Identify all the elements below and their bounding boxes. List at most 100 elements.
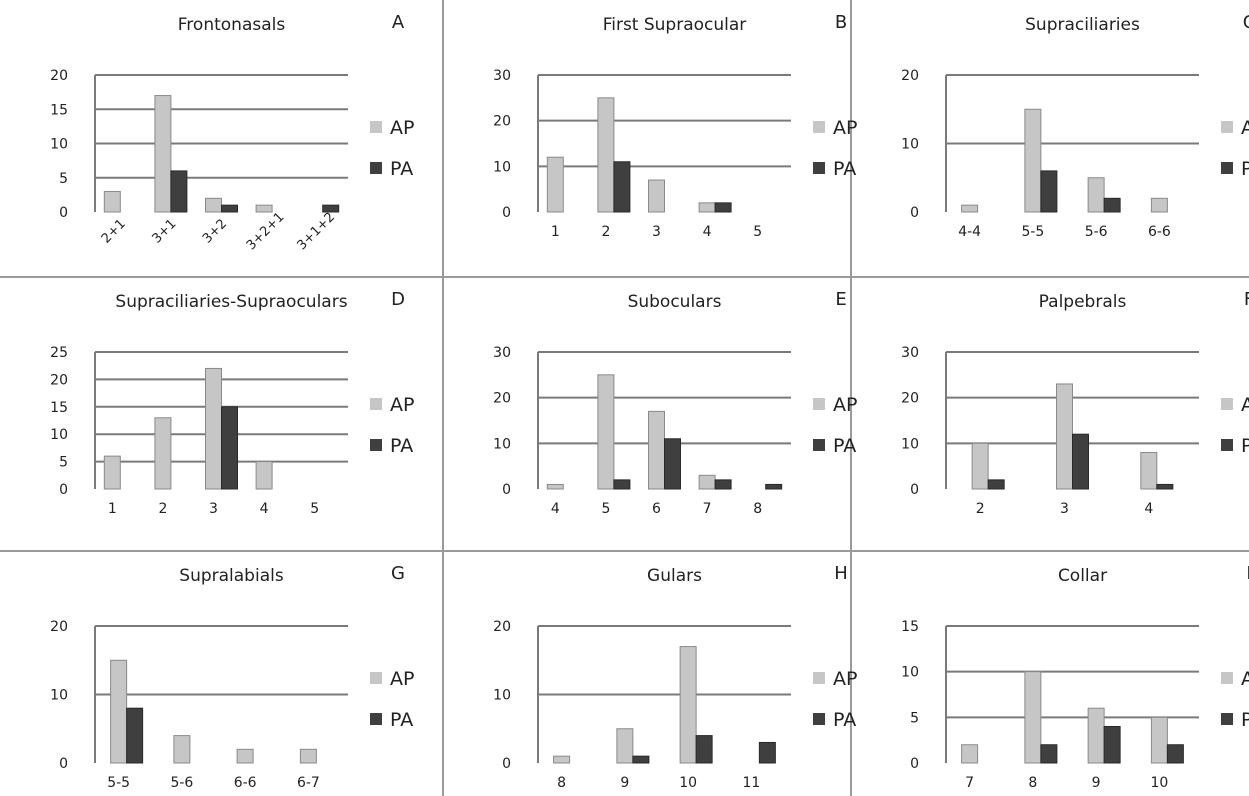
y-tick-label: 10 [901, 665, 919, 681]
bar-pa-5-5 [126, 707, 144, 764]
bar-pa-9 [632, 755, 650, 764]
x-tick-label: 8 [1028, 775, 1037, 791]
x-tick-label: 3+1+2 [294, 210, 338, 254]
x-tick-label: 10 [679, 775, 697, 791]
x-tick-label: 3 [652, 224, 661, 240]
chart-title: Frontonasals [178, 15, 286, 35]
bar-ap-10 [1150, 716, 1168, 764]
x-tick-label: 9 [1092, 775, 1101, 791]
bar-pa-5-5 [1040, 170, 1058, 213]
y-tick-label: 10 [493, 436, 511, 452]
chart-title: Supraciliaries-Supraoculars [115, 292, 347, 312]
panel-letter: I [1246, 563, 1249, 584]
legend-label-ap: AP [390, 117, 414, 139]
x-tick-label: 5-5 [107, 775, 130, 791]
legend-swatch-ap [370, 121, 382, 133]
chart-panel-f: Palpebrals F 0 10 20 30 2 3 4 AP PA [901, 289, 1249, 517]
bar-ap-3+1 [154, 95, 172, 213]
y-tick-label: 20 [493, 391, 511, 407]
bar-ap-5-5 [110, 659, 128, 764]
bar-pa-3+2 [221, 204, 238, 213]
bar-pa-10 [695, 735, 713, 764]
bar-pa-8 [765, 483, 783, 490]
legend-label-ap: AP [390, 668, 414, 690]
y-tick-label: 5 [59, 455, 68, 471]
legend-swatch-pa [370, 162, 382, 174]
bar-pa-6 [664, 438, 681, 490]
y-tick-label: 20 [50, 372, 68, 388]
bar-pa-3+1+2 [322, 204, 340, 213]
bar-pa-11 [758, 741, 776, 764]
bar-ap-3 [648, 179, 665, 213]
legend-swatch-pa [813, 162, 825, 174]
chart-title: Gulars [647, 566, 702, 586]
legend-swatch-pa [1221, 162, 1233, 174]
bar-ap-6-7 [299, 748, 317, 764]
x-tick-label: 7 [703, 501, 712, 517]
legend-swatch-ap [1221, 121, 1233, 133]
x-tick-label: 8 [753, 501, 762, 517]
panel-letter: G [391, 563, 405, 584]
bar-ap-7 [698, 474, 716, 490]
legend-label-pa: PA [390, 709, 413, 731]
bar-ap-9 [616, 728, 634, 764]
x-tick-label: 5-5 [1021, 224, 1044, 240]
bar-ap-5 [597, 374, 615, 490]
x-tick-label: 2 [158, 501, 167, 517]
legend-swatch-pa [813, 439, 825, 451]
chart-panel-a: Frontonasals A 0 5 10 15 20 2+1 3+1 3+2 3+2+1 3+1+2… [50, 12, 414, 253]
y-tick-label: 20 [901, 68, 919, 84]
bar-ap-10 [679, 646, 697, 764]
legend-label-pa: PA [390, 435, 413, 457]
x-tick-label: 9 [620, 775, 629, 791]
chart-title: Supralabials [179, 566, 284, 586]
y-tick-label: 0 [502, 756, 511, 772]
legend-swatch-pa [1221, 713, 1233, 725]
x-tick-label: 3+1 [149, 217, 179, 247]
y-tick-label: 30 [493, 345, 511, 361]
bar-ap-1 [546, 156, 564, 213]
y-tick-label: 10 [901, 137, 919, 153]
bar-ap-7 [961, 744, 979, 764]
legend-label-ap: AP [833, 394, 857, 416]
legend-label-pa: PA [833, 158, 856, 180]
x-tick-label: 5 [753, 224, 762, 240]
legend-label-pa: PA [1241, 435, 1249, 457]
y-tick-label: 20 [50, 619, 68, 635]
y-tick-label: 10 [50, 688, 68, 704]
legend-swatch-ap [813, 672, 825, 684]
bar-pa-5-6 [1103, 197, 1121, 213]
bar-ap-2 [154, 417, 172, 490]
y-tick-label: 0 [502, 205, 511, 221]
y-tick-label: 0 [59, 756, 68, 772]
bar-ap-6-6 [236, 748, 254, 764]
y-tick-label: 15 [50, 400, 68, 416]
y-tick-label: 0 [502, 482, 511, 498]
x-tick-label: 3+2 [200, 217, 230, 247]
panel-letter: H [834, 563, 848, 584]
y-tick-label: 10 [50, 427, 68, 443]
bar-ap-4 [546, 483, 564, 490]
legend-swatch-ap [1221, 398, 1233, 410]
bar-pa-10 [1166, 744, 1184, 764]
y-tick-label: 0 [59, 205, 68, 221]
bar-pa-2 [613, 161, 631, 213]
bar-ap-2 [971, 442, 989, 490]
legend-label-pa: PA [1241, 158, 1249, 180]
bar-ap-5-6 [1087, 177, 1105, 213]
bar-ap-2+1 [103, 190, 121, 213]
bar-ap-2 [597, 97, 615, 213]
x-tick-label: 3 [1060, 501, 1069, 517]
bar-pa-8 [1040, 744, 1058, 764]
legend-swatch-ap [370, 398, 382, 410]
bar-pa-4 [1156, 483, 1174, 490]
bar-ap-8 [553, 755, 571, 764]
bar-ap-9 [1087, 707, 1105, 764]
legend-label-pa: PA [833, 709, 856, 731]
chart-panel-b: First Supraocular B 0 10 20 30 1 2 3 4 5 AP PA [493, 12, 857, 240]
y-tick-label: 0 [59, 482, 68, 498]
bar-pa-3 [221, 406, 238, 490]
panel-letter: A [392, 12, 405, 33]
